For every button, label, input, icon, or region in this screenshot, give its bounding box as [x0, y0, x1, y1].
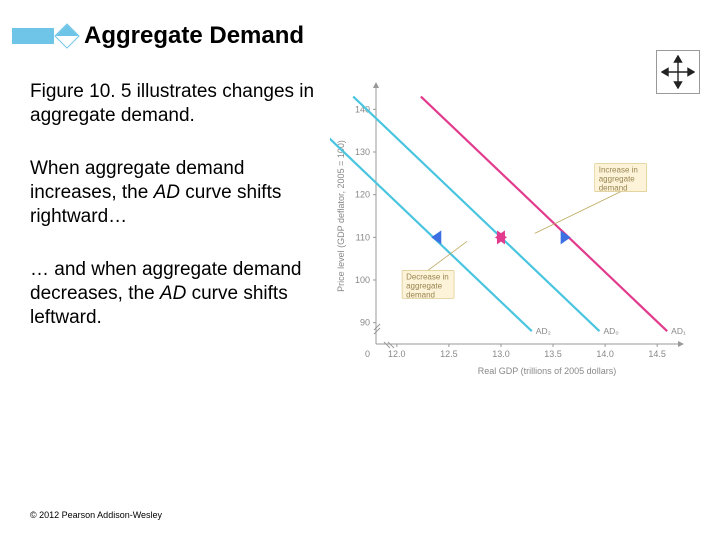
ad-chart: 9010011012013014012.012.513.013.514.014.…	[330, 80, 690, 380]
svg-text:14.0: 14.0	[596, 349, 614, 359]
slide-header: Aggregate Demand	[0, 0, 720, 50]
svg-text:Increase in: Increase in	[599, 166, 638, 175]
text-column: Figure 10. 5 illustrates changes in aggr…	[30, 80, 330, 400]
svg-text:AD₂: AD₂	[536, 326, 551, 336]
svg-text:aggregate: aggregate	[599, 175, 636, 184]
svg-text:aggregate: aggregate	[406, 281, 443, 290]
chart-column: 9010011012013014012.012.513.013.514.014.…	[330, 80, 702, 400]
svg-text:demand: demand	[406, 290, 435, 299]
svg-text:110: 110	[356, 232, 370, 242]
header-accent-bar	[12, 28, 54, 44]
paragraph-3: … and when aggregate demand decreases, t…	[30, 258, 330, 331]
svg-text:120: 120	[355, 190, 370, 200]
svg-text:12.0: 12.0	[388, 349, 406, 359]
svg-text:Decrease in: Decrease in	[406, 272, 449, 281]
header-diamond-icon	[54, 23, 79, 48]
svg-text:demand: demand	[599, 184, 628, 193]
svg-text:100: 100	[355, 275, 370, 285]
svg-text:AD₀: AD₀	[603, 326, 619, 336]
svg-text:13.0: 13.0	[492, 349, 510, 359]
content-row: Figure 10. 5 illustrates changes in aggr…	[0, 50, 720, 400]
svg-text:12.5: 12.5	[440, 349, 458, 359]
svg-text:Real GDP (trillions of 2005 do: Real GDP (trillions of 2005 dollars)	[478, 366, 616, 376]
svg-text:Price level (GDP deflator, 200: Price level (GDP deflator, 2005 = 100)	[336, 140, 346, 292]
copyright: © 2012 Pearson Addison-Wesley	[30, 510, 162, 520]
slide-title: Aggregate Demand	[84, 22, 304, 50]
svg-text:90: 90	[360, 318, 370, 328]
paragraph-2: When aggregate demand increases, the AD …	[30, 157, 330, 230]
paragraph-1: Figure 10. 5 illustrates changes in aggr…	[30, 80, 330, 129]
svg-text:14.5: 14.5	[648, 349, 666, 359]
p3-em: AD	[160, 283, 186, 304]
svg-text:130: 130	[355, 147, 370, 157]
p2-em: AD	[154, 182, 180, 203]
svg-text:0: 0	[365, 349, 370, 359]
svg-text:13.5: 13.5	[544, 349, 562, 359]
svg-text:AD₁: AD₁	[671, 326, 686, 336]
